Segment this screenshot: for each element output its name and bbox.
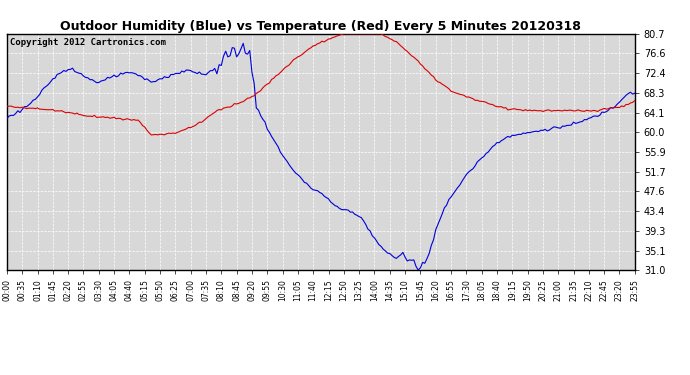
Text: Copyright 2012 Cartronics.com: Copyright 2012 Cartronics.com xyxy=(10,39,166,48)
Title: Outdoor Humidity (Blue) vs Temperature (Red) Every 5 Minutes 20120318: Outdoor Humidity (Blue) vs Temperature (… xyxy=(61,20,581,33)
